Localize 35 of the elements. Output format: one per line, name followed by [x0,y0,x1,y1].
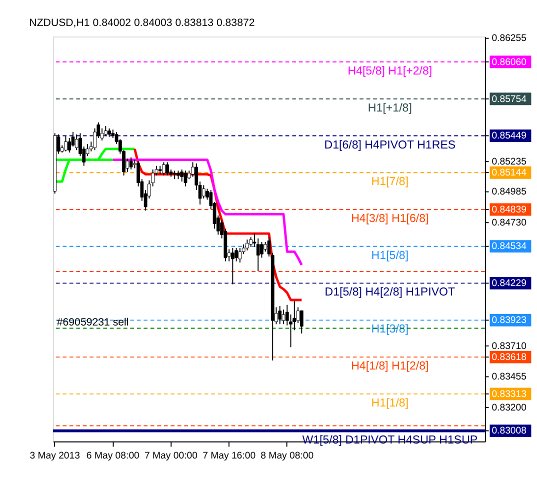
ref-line-label: H4[3/8] H1[6/8] [351,213,429,226]
y-tick-label: 0.86060 [492,56,526,68]
ref-line-label: H4[5/8] H1[+2/8] [348,65,432,78]
x-tick-label: 3 May 2013 [30,450,80,462]
y-tick-label: 0.85144 [492,168,528,178]
ref-line-label: H1[1/8] [371,397,409,410]
ref-line-label: H1[7/8] [371,176,409,188]
y-tick-label: 0.86255 [492,33,526,44]
y-tick-label: 0.84985 [492,186,526,198]
y-tick-label: 0.84839 [492,204,526,216]
chart-title: NZDUSD,H1 0.84002 0.84003 0.83813 0.83872 [29,16,255,29]
ref-line-label: H1[3/8] [371,324,409,336]
ref-line-label: D1[5/8] H4[2/8] H1PIVOT [324,286,456,299]
ref-line-label: D1[6/8] H4PIVOT H1RES [324,139,456,152]
y-tick-label: 0.83455 [492,372,526,383]
ref-line-label: H1[+1/8] [368,102,412,114]
x-tick-label: 7 May 00:00 [144,450,198,462]
ref-line-label: H1[5/8] [371,250,409,262]
x-tick-label: 8 May 08:00 [260,450,314,462]
y-tick-label: 0.83618 [492,352,526,363]
y-tick-label: 0.83923 [492,315,526,326]
annotation: #69059231 sell [56,316,129,328]
y-tick-label: 0.84229 [492,278,526,290]
ref-line-label: H4[1/8] H1[2/8] [351,360,429,373]
x-tick-label: 6 May 08:00 [86,450,140,462]
y-tick-label: 0.83313 [492,388,526,400]
y-tick-label: 0.84534 [492,241,528,252]
y-tick-label: 0.83008 [492,426,526,437]
y-tick-label: 0.83710 [492,340,526,352]
y-tick-label: 0.85449 [492,130,526,142]
y-tick-label: 0.83200 [492,402,526,414]
y-tick-label: 0.85235 [492,156,526,168]
x-tick-label: 7 May 16:00 [202,450,256,462]
y-tick-label: 0.85754 [492,94,528,105]
y-tick-label: 0.84730 [492,218,526,229]
